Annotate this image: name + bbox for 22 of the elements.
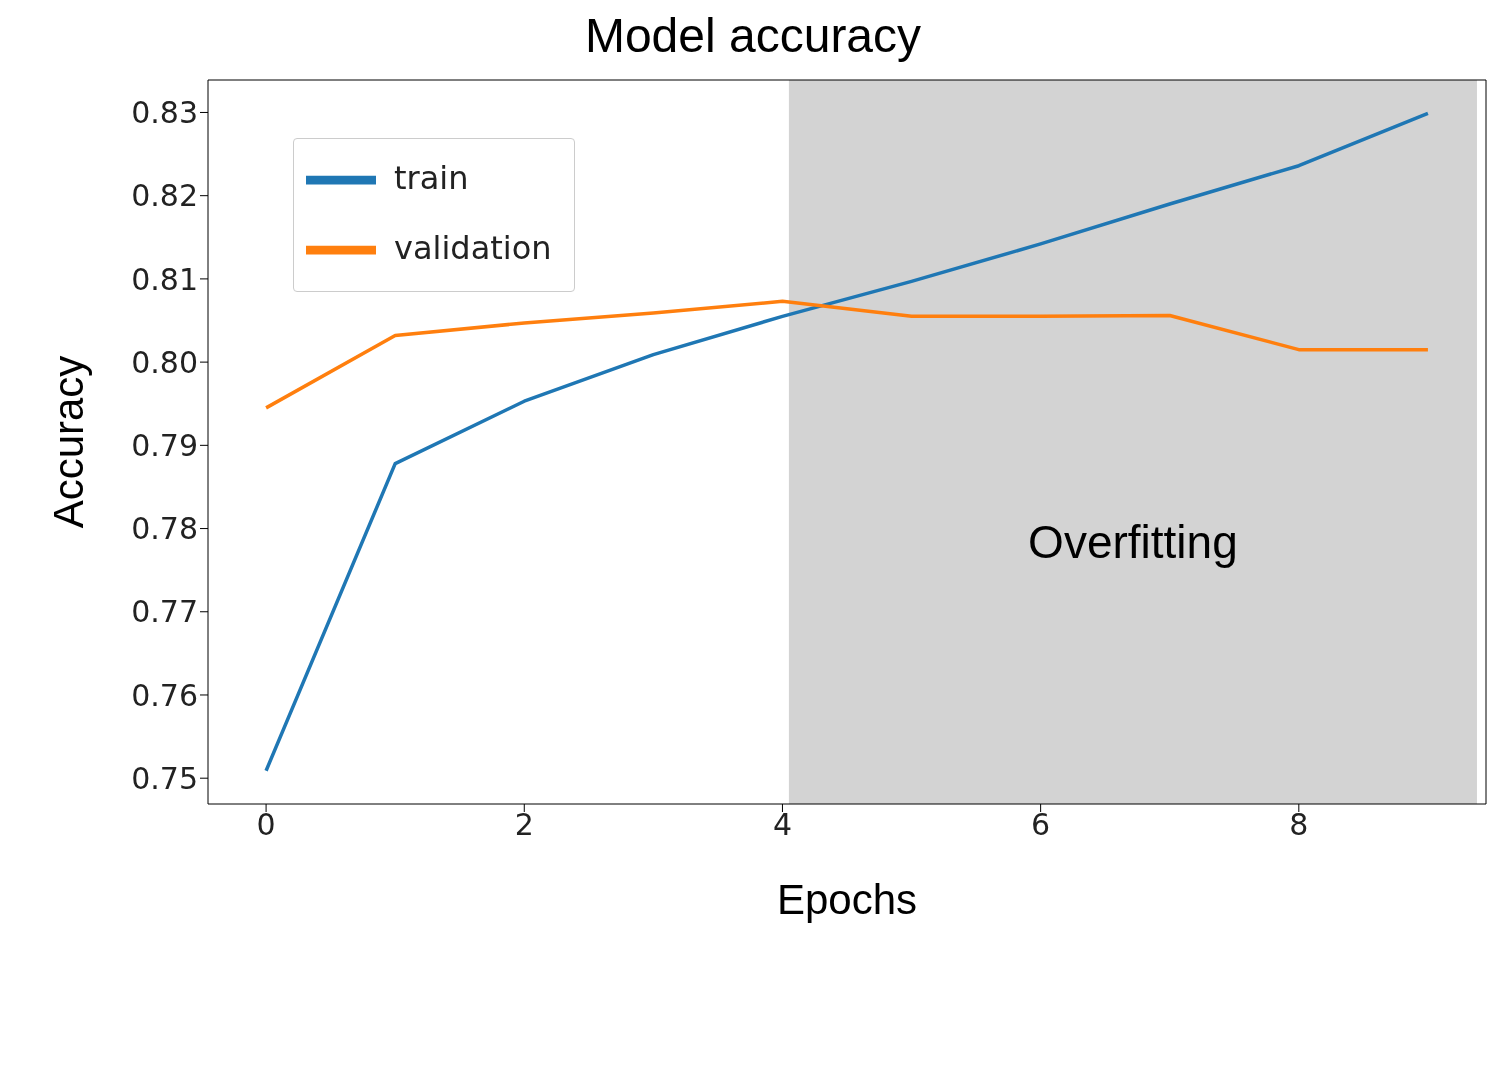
legend-label: validation	[394, 229, 552, 267]
y-tick-label: 0.76	[131, 677, 198, 713]
y-tick-label: 0.75	[131, 760, 198, 796]
x-tick-label: 4	[772, 807, 792, 843]
y-tick-label: 0.83	[131, 95, 198, 131]
y-tick-label: 0.79	[131, 427, 198, 463]
y-tick-label: 0.82	[131, 178, 198, 214]
x-tick-label: 0	[256, 807, 276, 843]
line-series	[264, 299, 1430, 410]
x-tick-label: 2	[514, 807, 534, 843]
y-axis-title: Accuracy	[44, 355, 92, 529]
y-tick-label: 0.80	[131, 344, 198, 380]
x-tick-label: 8	[1289, 807, 1309, 843]
chart-title: Model accuracy	[583, 8, 923, 64]
y-tick-label: 0.78	[131, 511, 198, 547]
x-tick-label: 6	[1031, 807, 1051, 843]
legend-label: train	[394, 159, 469, 197]
y-tick-label: 0.81	[131, 261, 198, 297]
y-tick-label: 0.77	[131, 594, 198, 630]
line-series	[264, 111, 1430, 773]
band-label: Overfitting	[1028, 516, 1238, 569]
x-axis-title: Epochs	[776, 876, 918, 923]
